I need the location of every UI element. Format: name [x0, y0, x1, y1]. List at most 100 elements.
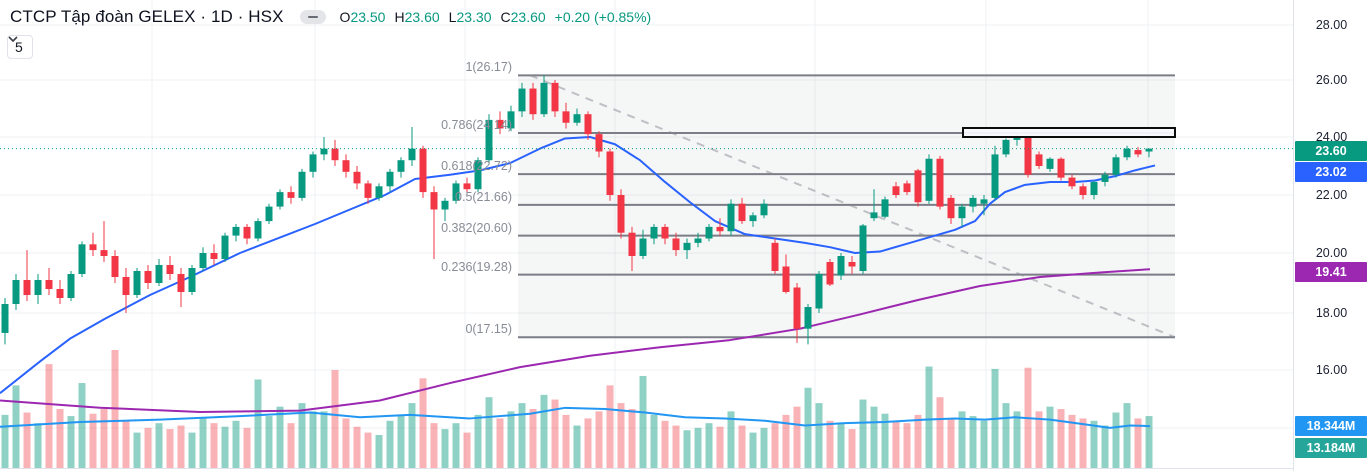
candle-body	[441, 200, 449, 210]
volume-bar	[430, 423, 438, 468]
candle-body	[837, 256, 845, 276]
candle-body	[221, 235, 229, 259]
volume-bar	[309, 411, 317, 468]
volume-bar	[980, 420, 988, 468]
candle-body	[606, 151, 614, 195]
candle-body	[848, 262, 856, 267]
fib-level-label: 0.618(22.72)	[441, 159, 512, 174]
volume-bar	[661, 420, 669, 468]
volume-bar	[1013, 411, 1021, 468]
candle-body	[1112, 157, 1120, 175]
candle-body	[793, 287, 801, 329]
candle-body	[562, 111, 570, 123]
last-price-badge: 23.60	[1295, 141, 1367, 161]
candle-body	[639, 238, 647, 256]
candle-body	[177, 274, 185, 292]
volume-bar	[122, 420, 130, 468]
volume-bar	[100, 409, 108, 468]
volume-bar	[837, 423, 845, 468]
candle-body	[364, 183, 372, 198]
volume-bar	[551, 399, 559, 468]
candle-body	[1046, 158, 1054, 169]
candle-body	[804, 307, 812, 329]
high-value: 23.60	[404, 9, 440, 25]
volume-bar	[474, 414, 482, 468]
change-value: +0.20 (+0.85%)	[554, 9, 652, 25]
candle-body	[1145, 148, 1153, 152]
volume-bar	[573, 425, 581, 468]
candle-body	[826, 262, 834, 285]
volume-bar	[375, 434, 383, 468]
volume-bar	[782, 414, 790, 468]
ma-slow-badge: 19.41	[1295, 262, 1367, 282]
volume-bar	[683, 430, 691, 468]
fib-zone-fill	[518, 75, 1175, 338]
volume-bar	[694, 427, 702, 468]
candle-body	[727, 203, 735, 232]
volume-bar	[870, 406, 878, 468]
candle-body	[507, 111, 515, 129]
volume-bar	[254, 379, 262, 468]
volume-bar	[925, 366, 933, 468]
volume-bar	[1123, 403, 1131, 468]
volume-bar	[298, 403, 306, 468]
volume-bar	[397, 414, 405, 468]
volume-bar	[947, 418, 955, 468]
candle-body	[903, 183, 911, 193]
volume-bar	[881, 413, 889, 468]
candle-body	[705, 226, 713, 239]
candle-body	[1002, 139, 1010, 155]
candle-body	[584, 114, 592, 135]
volume-bar	[529, 409, 537, 468]
volume-bar	[540, 394, 548, 468]
candle-body	[683, 242, 691, 251]
candle-body	[925, 158, 933, 201]
legend-collapse-pill[interactable]	[299, 10, 326, 24]
volume-value-badge: 13.184M	[1295, 438, 1367, 458]
volume-bar	[441, 429, 449, 468]
volume-bar	[958, 411, 966, 468]
candle-body	[1090, 181, 1098, 195]
indicators-count: 5	[15, 39, 23, 55]
candle-body	[551, 82, 559, 112]
volume-bar	[342, 418, 350, 468]
volume-bar	[639, 375, 647, 468]
candle-body	[463, 183, 471, 190]
rectangle-drawing[interactable]	[962, 127, 1176, 138]
candle-body	[881, 199, 889, 217]
volume-bar	[89, 413, 97, 468]
candle-body	[859, 225, 867, 271]
indicators-count-chip[interactable]: 5	[7, 35, 33, 59]
volume-bar	[793, 406, 801, 468]
volume-bar	[771, 423, 779, 468]
volume-bar	[892, 420, 900, 468]
candle-body	[199, 253, 207, 268]
candle-body	[1024, 137, 1032, 175]
candle-body	[287, 192, 295, 198]
fib-trendline[interactable]	[529, 74, 1176, 339]
candle-body	[111, 256, 119, 277]
candle-body	[958, 206, 966, 219]
volume-ma-badge: 18.344M	[1295, 416, 1367, 436]
candle-body	[320, 148, 328, 155]
volume-bar	[1, 414, 9, 468]
candle-body	[650, 226, 658, 239]
candle-body	[771, 242, 779, 271]
volume-bar	[1145, 416, 1153, 468]
candle-body	[265, 206, 273, 222]
close-value: 23.60	[510, 9, 546, 25]
chevron-down-icon	[8, 36, 18, 42]
volume-bar	[617, 403, 625, 468]
volume-ma-line	[0, 406, 1151, 429]
candle-body	[243, 226, 251, 239]
volume-bar	[969, 416, 977, 468]
candle-body	[342, 160, 350, 172]
symbol-title[interactable]: CTCP Tập đoàn GELEX · 1D · HSX	[10, 7, 284, 26]
volume-bar	[1057, 409, 1065, 468]
volume-bar	[760, 427, 768, 468]
candle-body	[1123, 148, 1131, 158]
volume-bar	[133, 432, 141, 468]
price-scale-axis[interactable]: 28.00 26.00 24.00 22.00 20.00 18.00 16.00 23.60…	[1293, 0, 1368, 471]
